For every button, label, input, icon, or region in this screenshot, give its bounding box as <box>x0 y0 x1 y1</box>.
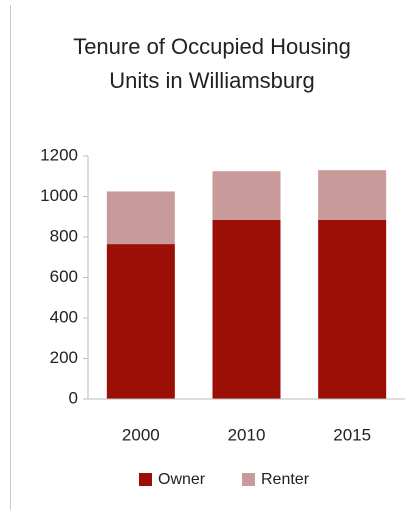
bar-segment <box>318 170 387 220</box>
y-tick-label: 1000 <box>40 186 78 205</box>
y-tick-label: 0 <box>69 388 78 407</box>
chart-title: Units in Williamsburg <box>109 68 314 93</box>
y-tick-label: 800 <box>50 226 78 245</box>
y-tick-label: 600 <box>50 267 78 286</box>
legend-swatch <box>242 473 255 486</box>
y-tick-label: 1200 <box>40 145 78 164</box>
chart-title: Tenure of Occupied Housing <box>73 34 351 59</box>
bar-segment <box>212 219 281 399</box>
legend-swatch <box>139 473 152 486</box>
bar-segment <box>318 219 387 399</box>
x-tick-label: 2000 <box>122 425 160 444</box>
legend-label: Renter <box>261 471 310 488</box>
x-tick-label: 2010 <box>228 425 266 444</box>
bar-segment <box>212 171 281 220</box>
bar-segment <box>106 244 175 399</box>
y-tick-label: 400 <box>50 307 78 326</box>
legend-label: Owner <box>158 471 206 488</box>
bar-segment <box>106 191 175 245</box>
y-tick-label: 200 <box>50 348 78 367</box>
x-tick-label: 2015 <box>333 425 371 444</box>
